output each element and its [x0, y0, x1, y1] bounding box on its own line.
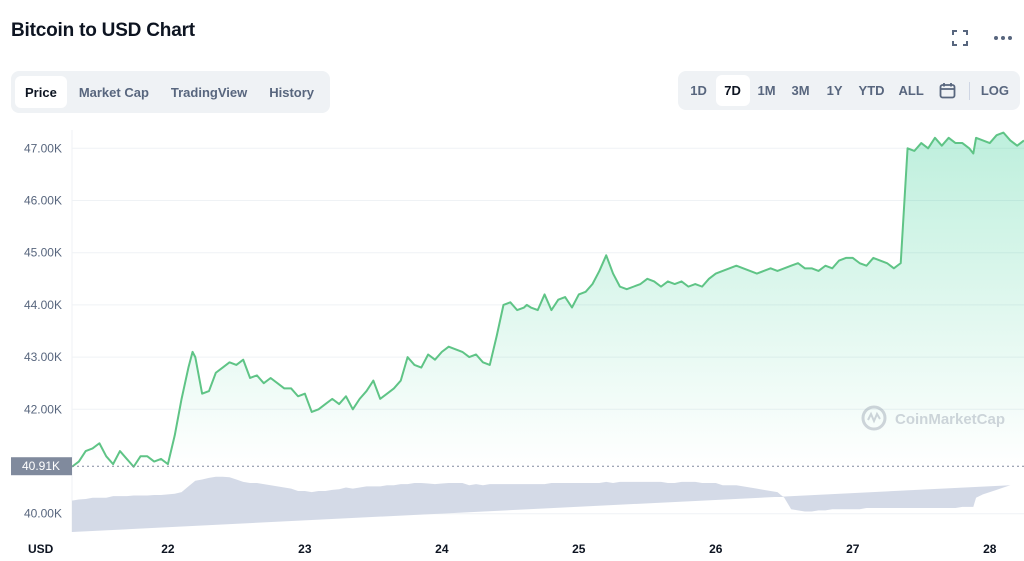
tab-tradingview[interactable]: TradingView: [170, 84, 248, 100]
range-1y[interactable]: 1Y: [826, 83, 843, 98]
range-divider: [968, 81, 970, 100]
watermark: CoinMarketCap: [861, 405, 1005, 431]
current-price-reference: 40.91K: [11, 457, 1024, 476]
y-tick-label: 45.00K: [24, 246, 62, 260]
y-tick-label: 40.00K: [24, 507, 62, 521]
range-1d[interactable]: 1D: [690, 83, 707, 98]
x-tick-label: 23: [298, 542, 312, 556]
y-tick-label: 47.00K: [24, 141, 62, 155]
x-tick-label: 25: [572, 542, 586, 556]
current-price-tag: [11, 457, 72, 476]
range-ytd[interactable]: YTD: [858, 83, 885, 98]
range-all[interactable]: ALL: [898, 83, 924, 98]
price-line: [71, 131, 1024, 468]
y-tick-label: 44.00K: [24, 298, 62, 312]
page-title: Bitcoin to USD Chart: [11, 20, 195, 41]
x-tick-label: 22: [161, 542, 175, 556]
range-1m[interactable]: 1M: [757, 83, 776, 98]
current-price-label: 40.91K: [22, 459, 60, 473]
range-7d[interactable]: 7D: [715, 75, 750, 106]
volume-area: [72, 476, 1011, 532]
y-tick-label: 42.00K: [24, 402, 62, 416]
range-3m[interactable]: 3M: [791, 83, 810, 98]
watermark-text: CoinMarketCap: [895, 411, 1005, 428]
x-tick-label: 27: [846, 542, 860, 556]
log-scale-toggle[interactable]: LOG: [980, 83, 1009, 98]
tab-history[interactable]: History: [269, 84, 315, 100]
y-unit-label: USD: [28, 542, 54, 556]
y-axis-labels: 47.00K 46.00K 45.00K 44.00K 43.00K 42.00K 40.0…: [24, 141, 62, 520]
more-icon[interactable]: [992, 28, 1014, 48]
calendar-icon[interactable]: [931, 75, 965, 106]
time-range-selector: 1D 7D 1M 3M 1Y YTD ALL LOG: [677, 71, 1020, 110]
tab-price[interactable]: Price: [15, 76, 67, 108]
y-tick-label: 43.00K: [24, 350, 62, 364]
x-tick-label: 26: [709, 542, 723, 556]
volume-series: [72, 476, 1011, 532]
tab-market-cap[interactable]: Market Cap: [78, 84, 149, 100]
price-line-group: [71, 131, 1024, 468]
x-tick-label: 24: [435, 542, 449, 556]
chart-type-tabs: Price Market Cap TradingView History: [11, 71, 331, 113]
x-tick-label: 28: [983, 542, 997, 556]
coinmarketcap-logo: [861, 405, 887, 431]
expand-icon[interactable]: [949, 28, 971, 48]
price-area-fill: [72, 132, 1024, 467]
price-area: [72, 132, 1024, 467]
y-tick-label: 46.00K: [24, 193, 62, 207]
x-axis-labels: USD 22 23 24 25 26 27 28: [28, 542, 997, 556]
